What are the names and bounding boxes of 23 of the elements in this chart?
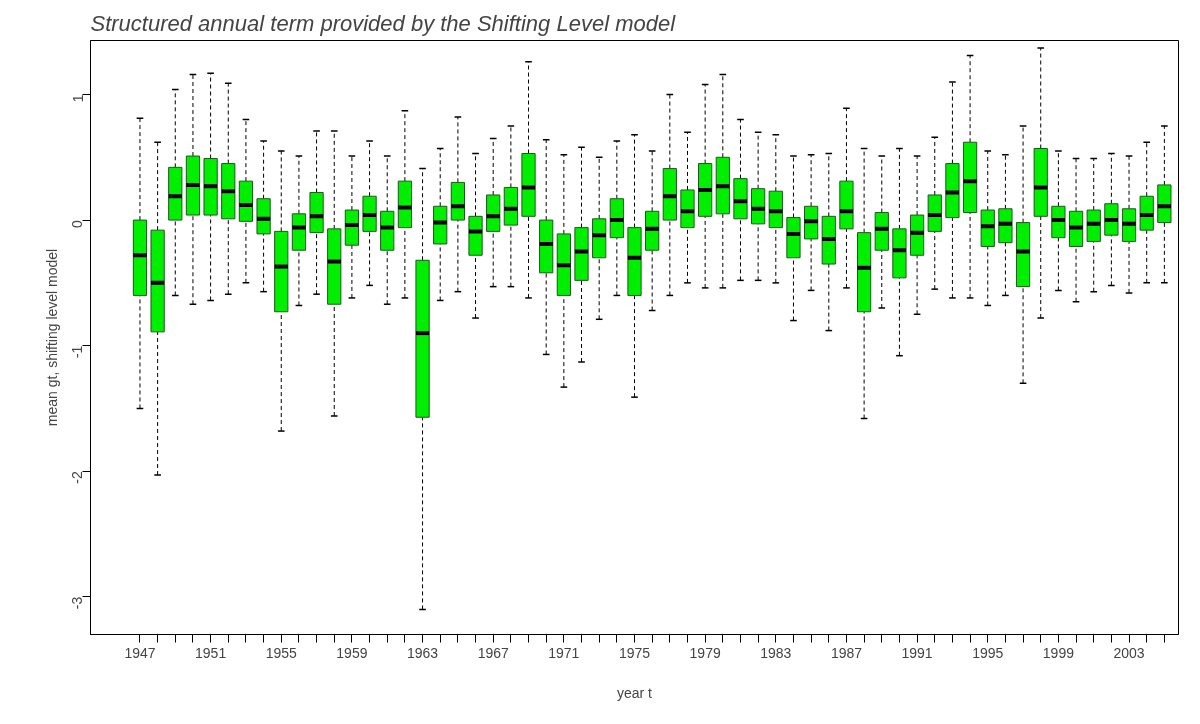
- x-tick-label: 1967: [477, 644, 509, 661]
- x-tick-label: 1947: [124, 644, 156, 661]
- x-tick-label: 1951: [195, 644, 227, 661]
- y-tick-label: 0: [69, 219, 86, 228]
- y-tick-label: -1: [69, 345, 86, 359]
- x-tick-label: 1971: [548, 644, 580, 661]
- y-axis-title: mean gt, shifting level model: [43, 248, 60, 427]
- y-tick-label: -2: [69, 471, 86, 484]
- y-tick-label: -3: [69, 596, 86, 610]
- chart-title: Structured annual term provided by the Shifting Level model: [90, 10, 677, 36]
- y-tick-label: 1: [69, 94, 86, 103]
- x-tick-label: 1955: [265, 644, 298, 661]
- x-axis-title: year t: [616, 684, 653, 701]
- x-tick-label: 1999: [1042, 644, 1075, 661]
- x-tick-label: 1959: [336, 644, 368, 661]
- x-tick-label: 1987: [830, 644, 863, 661]
- x-tick-label: 1975: [618, 644, 651, 661]
- x-tick-label: 1983: [760, 644, 792, 661]
- x-tick-label: 1963: [406, 644, 439, 661]
- x-tick-label: 2003: [1113, 644, 1145, 661]
- x-tick-label: 1979: [689, 644, 721, 661]
- x-tick-label: 1995: [972, 644, 1004, 661]
- x-tick-label: 1991: [901, 644, 933, 661]
